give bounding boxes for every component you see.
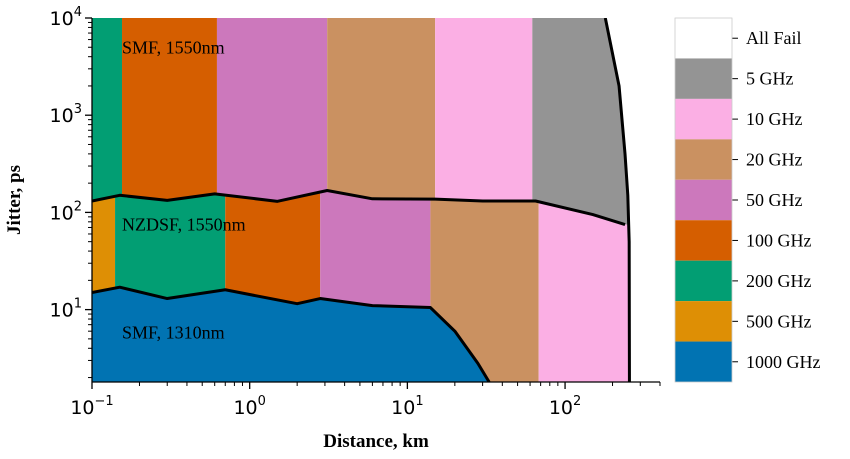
- region-label-2: SMF, 1310nm: [122, 323, 225, 343]
- band-smf1550-2: [216, 18, 328, 202]
- legend-label-7: 500 GHz: [746, 311, 812, 331]
- legend-label-2: 10 GHz: [746, 109, 803, 129]
- legend-swatch-7: [675, 301, 732, 342]
- legend-label-4: 50 GHz: [746, 190, 803, 210]
- legend: All Fail 5 GHz 10 GHz 20 GHz 50 GHz 100 GHz 20…: [674, 17, 821, 383]
- legend-label-6: 200 GHz: [746, 271, 812, 291]
- y-axis-title: Jitter, ps: [4, 165, 25, 235]
- legend-label-3: 20 GHz: [746, 150, 803, 170]
- band-all-fail: [605, 18, 660, 382]
- legend-swatch-0: [675, 18, 732, 59]
- legend-label-8: 1000 GHz: [746, 352, 821, 372]
- legend-label-0: All Fail: [746, 28, 802, 48]
- region-labels: SMF, 1550nm NZDSF, 1550nm SMF, 1310nm: [122, 37, 246, 342]
- band-nzdsf1550-2: [225, 192, 321, 304]
- x-tick-label-0: 10−1: [70, 394, 113, 419]
- band-smf1550-0: [92, 18, 123, 202]
- boundary-lines: [92, 18, 631, 382]
- boundary-upper: [92, 189, 626, 226]
- legend-swatch-2: [675, 98, 732, 140]
- legend-label-1: 5 GHz: [746, 69, 794, 89]
- legend-swatch-5: [675, 220, 732, 261]
- band-nzdsf1550-1: [115, 193, 226, 299]
- y-tick-label-0: 101: [50, 297, 82, 322]
- band-smf1550-3: [327, 18, 436, 200]
- legend-swatch-4: [675, 179, 732, 221]
- axes: 10−1 100 101 102 101 102 103 104: [50, 5, 661, 419]
- y-tick-label-3: 104: [50, 5, 82, 30]
- x-tick-label-3: 102: [549, 394, 581, 419]
- band-smf1310-0: [92, 287, 490, 382]
- legend-swatch-1: [675, 58, 732, 99]
- band-smf1550-1: [122, 18, 217, 201]
- band-smf1550-4: [435, 18, 533, 202]
- legend-label-5: 100 GHz: [746, 230, 812, 250]
- boundary-lower: [92, 285, 491, 382]
- region-label-1: NZDSF, 1550nm: [122, 215, 246, 235]
- legend-swatch-3: [675, 139, 732, 180]
- plot-regions: [92, 18, 660, 382]
- x-axis-title: Distance, km: [323, 431, 429, 452]
- y-tick-label-1: 102: [50, 199, 82, 224]
- boundary-fail: [603, 18, 631, 382]
- x-tick-label-2: 101: [391, 394, 423, 419]
- band-nzdsf1550-0: [92, 196, 116, 293]
- legend-swatch-8: [675, 341, 732, 382]
- x-tick-label-1: 100: [233, 394, 265, 419]
- region-label-0: SMF, 1550nm: [122, 37, 225, 57]
- legend-swatch-6: [675, 260, 732, 302]
- y-tick-label-2: 103: [50, 102, 82, 127]
- legend-frame: [674, 17, 733, 383]
- band-nzdsf1550-3: [320, 190, 431, 308]
